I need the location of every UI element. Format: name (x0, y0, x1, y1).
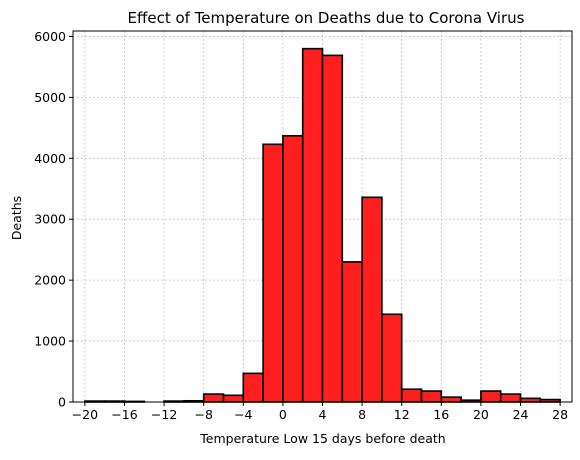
x-tick-label: −20 (72, 407, 98, 422)
y-tick-label: 5000 (34, 90, 66, 105)
x-tick-label: −8 (194, 407, 212, 422)
y-axis-label: Deaths (9, 196, 24, 240)
x-tick-label: 8 (358, 407, 366, 422)
axes: −20 −16 −12 −8 −4 0 4 8 12 16 20 24 28 0 1000 2000 3000 4… (34, 29, 573, 422)
histogram-bar (341, 261, 363, 403)
y-tick-label: 6000 (34, 29, 66, 44)
x-tick-label: −4 (234, 407, 252, 422)
histogram-bar (420, 390, 443, 403)
y-tick-label: 0 (58, 395, 66, 410)
histogram-bar (262, 143, 284, 403)
x-tick-label: 20 (473, 407, 489, 422)
histogram-bar (519, 397, 542, 403)
x-axis-label: Temperature Low 15 days before death (199, 431, 445, 446)
bars (84, 47, 561, 403)
x-tick-label: −12 (151, 407, 177, 422)
y-tick-label: 3000 (34, 212, 66, 227)
histogram-bar (499, 393, 522, 403)
histogram-bar (301, 47, 324, 403)
y-tick-label: 4000 (34, 151, 66, 166)
x-tick-label: −16 (111, 407, 137, 422)
x-tick-label: 28 (552, 407, 568, 422)
histogram-bar (480, 390, 502, 403)
x-tick-label: 0 (279, 407, 287, 422)
histogram-bar (222, 394, 245, 403)
histogram-bar (282, 134, 304, 403)
histogram-bar (361, 196, 383, 403)
histogram-bar (242, 372, 264, 403)
histogram-bar (321, 54, 344, 403)
histogram-bar (440, 396, 462, 403)
chart-title: Effect of Temperature on Deaths due to C… (128, 9, 525, 27)
histogram-bar (400, 388, 423, 403)
x-tick-label: 12 (394, 407, 410, 422)
x-tick-label: 24 (513, 407, 529, 422)
histogram-bar (381, 313, 403, 403)
y-tick-label: 1000 (34, 334, 66, 349)
y-tick-label: 2000 (34, 273, 66, 288)
histogram-bar (202, 393, 225, 403)
x-tick-label: 16 (433, 407, 449, 422)
x-tick-label: 4 (319, 407, 327, 422)
